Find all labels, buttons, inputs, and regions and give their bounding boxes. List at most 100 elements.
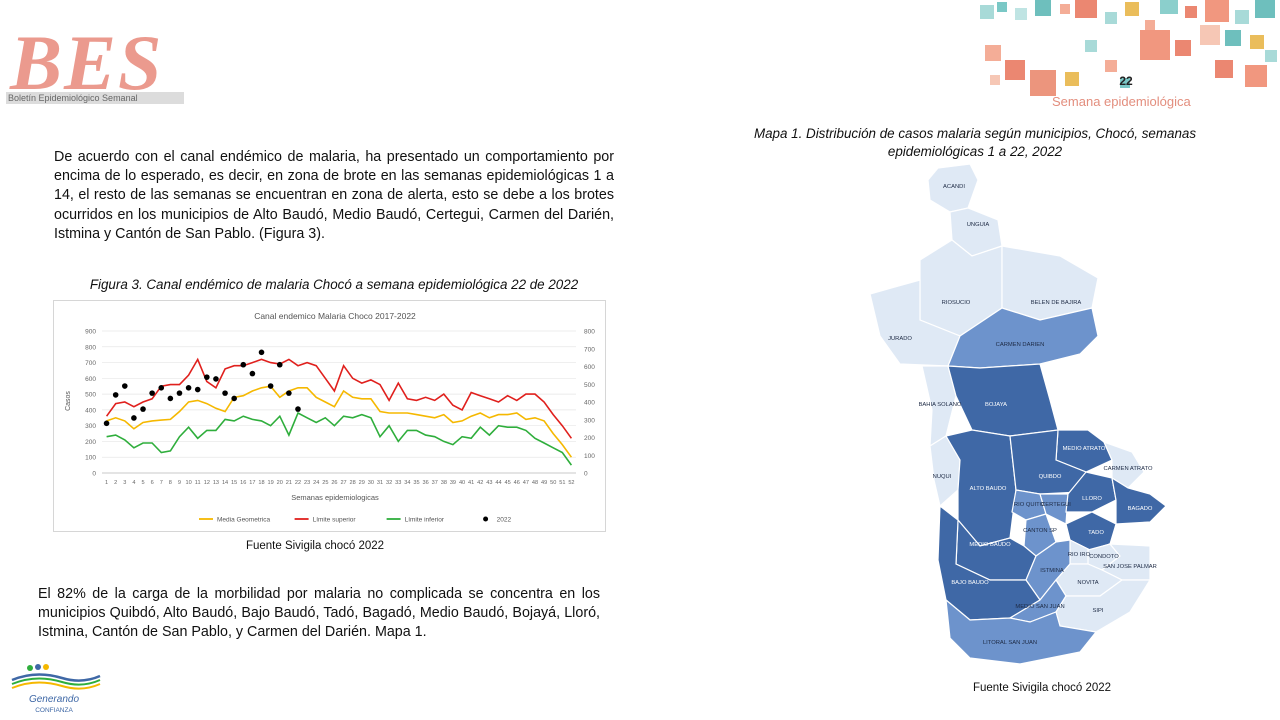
series-line-media-geometrica [106,385,573,458]
y-tick-label: 200 [85,439,96,446]
footer-logo-text: Generando [29,694,79,705]
y-tick-label: 300 [85,423,96,430]
x-tick-label: 21 [286,480,292,486]
map-label: MEDIO ATRATO [1063,446,1106,452]
data-point-2022 [140,406,146,412]
x-tick-label: 32 [386,480,392,486]
legend-label: Media Geometrica [217,517,270,524]
x-tick-label: 28 [350,480,356,486]
x-tick-label: 45 [505,480,511,486]
endemic-channel-chart: Canal endemico Malaria Choco 2017-2022 0… [53,300,606,532]
data-point-2022 [213,376,219,382]
x-tick-label: 44 [495,480,501,486]
map-source: Fuente Sivigila chocó 2022 [972,682,1112,694]
map-label: BAHIA SOLANO [919,402,962,408]
y2-tick-label: 400 [584,400,595,407]
map-label: SIPI [1093,608,1104,614]
y2-tick-label: 200 [584,435,595,442]
x-tick-label: 36 [422,480,428,486]
y-tick-label: 100 [85,455,96,462]
y-axis-right: 0 100 200 300 400 500 600 700 800 [584,329,595,478]
map-label: CARMEN ATRATO [1104,466,1153,472]
figure-source: Fuente Sivigila chocó 2022 [245,540,385,552]
x-tick-label: 51 [559,480,565,486]
x-tick-label: 43 [486,480,492,486]
x-tick-label: 16 [240,480,246,486]
x-tick-label: 9 [178,480,181,486]
map-label: RIOSUCIO [942,300,971,306]
y-tick-label: 400 [85,407,96,414]
y2-tick-label: 500 [584,382,595,389]
legend-label: 2022 [497,517,512,524]
map-label: TADO [1088,530,1104,536]
footer-logo-subtext: CONFIANZA [35,707,73,714]
y-tick-label: 800 [85,344,96,351]
data-point-2022 [185,385,192,391]
chart-series [103,349,573,466]
x-tick-label: 5 [141,480,144,486]
data-point-2022 [103,420,110,427]
x-tick-label: 14 [222,480,228,486]
x-tick-label: 15 [231,480,237,486]
bes-logo-letters: BES [10,19,164,106]
y-axis-label: Casos [65,391,72,411]
bes-logo-subtitle: Boletín Epidemiológico Semanal [6,92,184,104]
map-caption: Mapa 1. Distribución de casos malaria se… [753,126,1197,159]
y-tick-label: 900 [85,329,96,336]
data-point-2022 [231,395,237,402]
x-tick-label: 47 [523,480,529,486]
data-point-2022 [194,386,201,393]
map-label: RIO IRO [1068,552,1091,558]
x-tick-label: 12 [204,480,210,486]
x-tick-label: 22 [295,480,301,486]
map-region-litoral-san-juan [945,598,1098,665]
x-tick-label: 13 [213,480,219,486]
y2-tick-label: 800 [584,329,595,336]
x-tick-label: 30 [368,480,374,486]
y2-tick-label: 0 [584,471,588,478]
data-point-2022 [112,392,119,398]
map-label: NUQUI [933,474,952,480]
map-region-bagado [1111,476,1167,525]
map-label: BAGADO [1128,506,1153,512]
map-label: BOJAYA [985,402,1007,408]
data-point-2022 [222,390,228,396]
x-tick-label: 10 [185,480,191,486]
map-region-belen [1001,245,1099,321]
x-tick-label: 41 [468,480,474,486]
x-tick-label: 23 [304,480,310,486]
x-tick-label: 7 [160,480,163,486]
map-label: ACANDI [943,184,965,190]
data-point-2022 [121,383,128,389]
map-label: QUIBDO [1039,474,1062,480]
data-point-2022 [149,390,155,396]
data-point-2022 [158,385,165,391]
choco-municipality-map: ACANDI UNGUIA RIOSUCIO BELEN DE BAJIRA JURAD… [869,163,1167,665]
x-tick-label: 4 [132,480,135,486]
map-label: UNGUIA [967,222,990,228]
x-tick-label: 39 [450,480,456,486]
data-point-2022 [204,374,210,380]
map-label: CARMEN DARIEN [996,342,1045,348]
x-tick-label: 37 [432,480,438,486]
x-tick-label: 34 [404,480,410,486]
page-number: 22 [1119,74,1133,88]
x-tick-label: 25 [322,480,328,486]
x-tick-label: 40 [459,480,465,486]
x-tick-label: 20 [277,480,283,486]
x-tick-label: 33 [395,480,401,486]
x-tick-label: 48 [532,480,538,486]
map-label: NOVITA [1077,580,1098,586]
map-label: BAJO BAUDO [951,580,989,586]
y-tick-label: 0 [92,471,96,478]
y2-tick-label: 600 [584,364,595,371]
data-point-2022 [276,361,283,368]
data-point-2022 [249,370,256,377]
data-point-2022 [176,390,183,396]
x-tick-label: 2 [114,480,117,486]
figure-caption: Figura 3. Canal endémico de malaria Choc… [89,277,579,292]
x-tick-label: 26 [331,480,337,486]
map-label: JURADO [888,336,912,342]
chart-legend: Media Geometrica Límite superior Límite in… [199,516,512,524]
map-label: CONDOTO [1089,554,1119,560]
